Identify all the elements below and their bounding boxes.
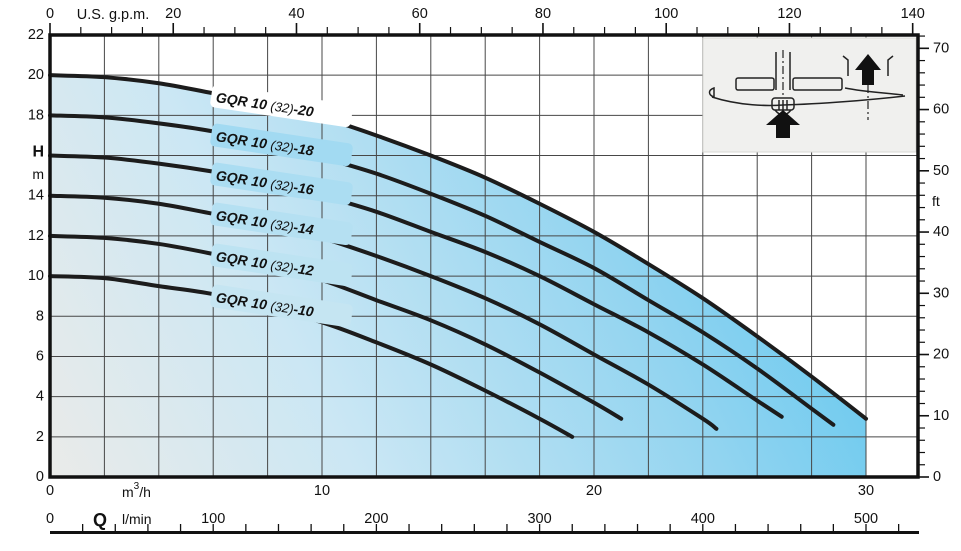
inset-background [702, 37, 917, 153]
left-axis-label-4: 4 [36, 389, 44, 405]
right-axis-label-10: 10 [933, 408, 949, 424]
curve-gqr-10-32-14 [48, 193, 719, 431]
right-axis-label-50: 50 [933, 163, 949, 179]
curve-label: GQR 10 (32)-14 [210, 202, 353, 246]
right-axis-label-70: 70 [933, 40, 949, 56]
left-axis-unit: m [32, 166, 44, 182]
top-axis-label-120: 120 [777, 6, 801, 22]
curve-label: GQR 10 (32)-10 [210, 284, 353, 328]
curve-label-halo [210, 284, 353, 328]
left-axis-label-10: 10 [28, 268, 44, 284]
lmin-axis-label-300: 300 [527, 511, 551, 527]
axis-ticks [49, 23, 929, 534]
lmin-axis-label-0: 0 [46, 511, 54, 527]
curve-gqr-10-32-16 [48, 153, 784, 419]
curve-label-halo [210, 123, 353, 167]
top-axis-label-140: 140 [901, 6, 925, 22]
right-axis-label-30: 30 [933, 285, 949, 301]
flow-symbol: Q [93, 510, 107, 530]
flow-up-arrow-icon [766, 54, 881, 138]
left-axis-label-6: 6 [36, 348, 44, 364]
lmin-unit: l/min [122, 511, 152, 527]
curve-label: GQR 10 (32)-12 [210, 243, 353, 287]
performance-curves [48, 73, 868, 439]
m3h-axis-label-0: 0 [46, 483, 54, 499]
right-axis-label-40: 40 [933, 224, 949, 240]
curve-label-halo [210, 243, 353, 287]
curve-label-halo [210, 162, 353, 206]
left-axis-label-0: 0 [36, 469, 44, 485]
lmin-axis-label-100: 100 [201, 511, 225, 527]
m3h-axis-label-10: 10 [314, 483, 330, 499]
curve-gqr-10-32-20 [48, 73, 868, 421]
lmin-axis-label-400: 400 [691, 511, 715, 527]
top-axis-label-20: 20 [165, 6, 181, 22]
pump-inset-diagram [702, 37, 917, 153]
m3h-unit: m3/h [122, 481, 151, 501]
left-axis-label-8: 8 [36, 308, 44, 324]
left-axis-label-2: 2 [36, 429, 44, 445]
curve-label: GQR 10 (32)-20 [210, 84, 353, 128]
curve-gqr-10-32-18 [48, 113, 836, 427]
lmin-axis-label-200: 200 [364, 511, 388, 527]
curve-label: GQR 10 (32)-16 [210, 162, 353, 206]
top-axis-label-60: 60 [412, 6, 428, 22]
lmin-axis-label-500: 500 [854, 511, 878, 527]
m3h-axis-label-30: 30 [858, 483, 874, 499]
left-axis-symbol: H [32, 144, 44, 161]
right-axis-label-0: 0 [933, 469, 941, 485]
right-axis-label-20: 20 [933, 347, 949, 363]
right-axis-unit: ft [932, 193, 940, 209]
top-axis-label-0: 0 [46, 6, 54, 22]
right-axis-label-60: 60 [933, 102, 949, 118]
curve-gqr-10-32-12 [48, 233, 624, 421]
m3h-axis-label-20: 20 [586, 483, 602, 499]
left-axis-label-18: 18 [28, 107, 44, 123]
left-axis-label-12: 12 [28, 228, 44, 244]
left-axis-label-20: 20 [28, 67, 44, 83]
curve-label-halo [210, 84, 353, 128]
top-axis-label-100: 100 [654, 6, 678, 22]
top-axis-title: U.S. g.p.m. [77, 7, 150, 23]
curve-label: GQR 10 (32)-18 [210, 123, 353, 167]
top-axis-label-40: 40 [288, 6, 304, 22]
curve-label-halo [210, 202, 353, 246]
left-axis-label-22: 22 [28, 27, 44, 43]
axis-tick-labels: 0 20 40 60 80 100 120 1402220181412108642070605… [28, 6, 949, 527]
centerlines [782, 50, 869, 120]
top-axis-label-80: 80 [535, 6, 551, 22]
left-axis-label-14: 14 [28, 188, 44, 204]
